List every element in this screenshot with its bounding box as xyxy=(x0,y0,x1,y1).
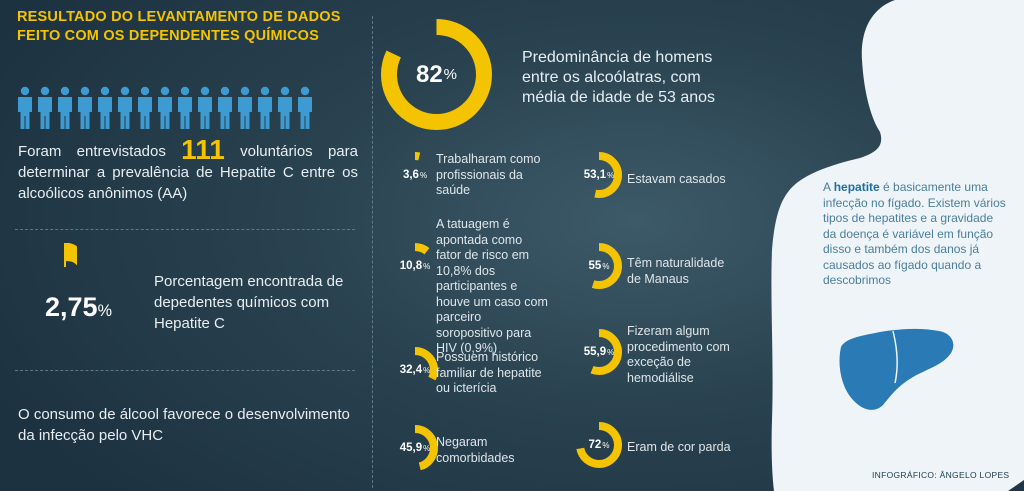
stat-symbol: % xyxy=(607,347,615,357)
donut-arc xyxy=(576,152,622,198)
donut-arc xyxy=(576,329,622,375)
stat-description: Trabalharam como profissionais da saúde xyxy=(436,152,541,197)
person-icon xyxy=(118,86,132,129)
person-icon xyxy=(298,86,312,129)
stat-value: 45,9 xyxy=(399,442,423,454)
donut-stat: 55% xyxy=(576,243,622,289)
donut-arc xyxy=(392,152,438,198)
stat-symbol: % xyxy=(419,170,428,180)
stat-description: Têm naturalidade de Manaus xyxy=(627,256,725,286)
hepatitis-description: A hepatite é basicamente uma infecção no… xyxy=(823,180,1006,287)
person-icon xyxy=(98,86,112,129)
stat-symbol: % xyxy=(602,261,610,271)
intro-text: Foram entrevistados 111 voluntários para… xyxy=(18,134,358,203)
person-icon xyxy=(138,86,152,129)
person-icon xyxy=(158,86,172,129)
stat-value: 3,6 xyxy=(402,169,419,181)
person-icon xyxy=(178,86,192,129)
donut-stat: 10,8% xyxy=(392,243,438,289)
stat-value: 10,8 xyxy=(399,260,423,272)
donut-arc xyxy=(381,19,492,130)
hepc-marker xyxy=(64,243,77,267)
person-icon xyxy=(218,86,232,129)
people-row xyxy=(15,86,315,130)
main-stat-text: Predominância de homens entre os alcoóla… xyxy=(522,49,716,106)
hepc-percent: 2,75% xyxy=(45,292,112,322)
donut-stat: 53,1% xyxy=(576,152,622,198)
stat-description: Eram de cor parda xyxy=(627,440,731,454)
person-icon xyxy=(278,86,292,129)
stat-value: 55 xyxy=(588,260,602,272)
infographic-credit: INFOGRÁFICO: ÂNGELO LOPES xyxy=(872,470,1010,480)
donut-arc xyxy=(576,422,622,468)
stat-description: Estavam casados xyxy=(627,172,726,186)
human-silhouette xyxy=(771,0,1024,491)
person-icon xyxy=(78,86,92,129)
vertical-divider xyxy=(372,16,373,488)
divider xyxy=(15,229,355,230)
donut-stat: 55,9% xyxy=(576,329,622,375)
stat-description: A tatuagem é apontada como fator de risc… xyxy=(436,217,548,355)
donut-arc xyxy=(392,425,438,471)
stat-symbol: % xyxy=(423,443,431,453)
donut-arc xyxy=(392,243,438,289)
alcohol-note: O consumo de álcool favorece o desenvolv… xyxy=(18,406,350,444)
stat-symbol: % xyxy=(607,170,615,180)
person-icon xyxy=(238,86,252,129)
donut-stat: 72% xyxy=(576,422,622,468)
stat-description: Possuem histórico familiar de hepatite o… xyxy=(436,350,542,395)
stat-value: 32,4 xyxy=(399,364,423,376)
stat-description: Fizeram algum procedimento com exceção d… xyxy=(627,324,730,385)
person-icon xyxy=(58,86,72,129)
volunteers-count: 111 xyxy=(181,134,225,165)
stat-symbol: % xyxy=(423,261,431,271)
person-icon xyxy=(198,86,212,129)
divider xyxy=(15,370,355,371)
liver-icon xyxy=(839,328,954,410)
stat-value: 55,9 xyxy=(583,346,607,358)
donut-stat: 3,6% xyxy=(392,152,438,198)
person-icon xyxy=(38,86,52,129)
donut-stat: 32,4% xyxy=(392,347,438,393)
stat-symbol: % xyxy=(423,365,431,375)
person-icon xyxy=(18,86,32,129)
donut-stat: 45,9% xyxy=(392,425,438,471)
stat-symbol: % xyxy=(602,440,610,450)
stat-description: Negaram comorbidades xyxy=(436,435,515,465)
page-title: RESULTADO DO LEVANTAMENTO DE DADOS FEITO… xyxy=(17,9,341,44)
hepc-description: Porcentagem encontrada de depedentes quí… xyxy=(154,273,344,332)
donut-arc xyxy=(392,347,438,393)
donut-arc xyxy=(576,243,622,289)
person-icon xyxy=(258,86,272,129)
donut-men: 82% xyxy=(381,19,492,130)
stat-value: 72 xyxy=(588,439,602,451)
stat-value: 53,1 xyxy=(583,169,607,181)
